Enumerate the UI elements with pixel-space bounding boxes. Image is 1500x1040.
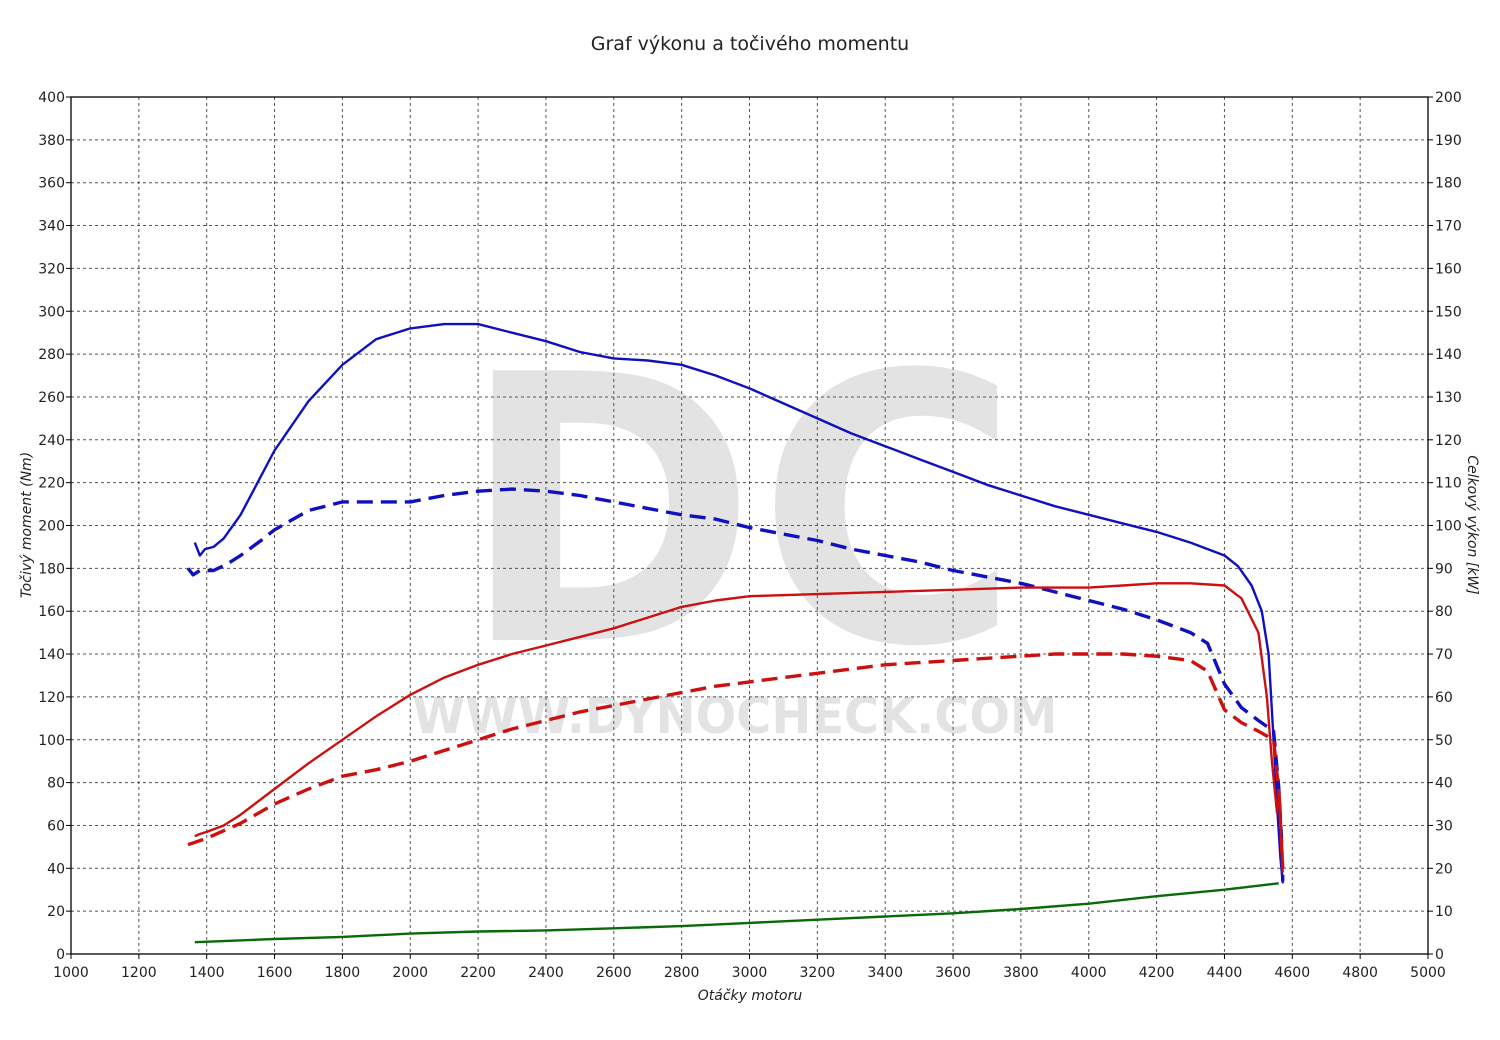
x-tick-label: 3000 bbox=[732, 965, 768, 981]
y-left-tick-label: 320 bbox=[38, 261, 65, 277]
x-tick-label: 4000 bbox=[1071, 965, 1107, 981]
x-tick-label: 3400 bbox=[867, 965, 903, 981]
y-right-tick-label: 70 bbox=[1435, 647, 1453, 663]
y-left-tick-label: 240 bbox=[38, 433, 65, 449]
y-right-tick-label: 140 bbox=[1435, 347, 1462, 363]
y-right-tick-label: 40 bbox=[1435, 776, 1453, 792]
y-left-tick-label: 220 bbox=[38, 476, 65, 492]
y-left-tick-label: 40 bbox=[47, 861, 65, 877]
y-left-tick-label: 380 bbox=[38, 133, 65, 149]
y-right-tick-label: 50 bbox=[1435, 733, 1453, 749]
y-right-tick-label: 130 bbox=[1435, 390, 1462, 406]
y-axis-right-label: Celkový výkon [kW] bbox=[1464, 455, 1480, 594]
y-left-tick-label: 160 bbox=[38, 604, 65, 620]
x-axis-label: Otáčky motoru bbox=[698, 988, 803, 1004]
y-left-tick-label: 60 bbox=[47, 818, 65, 834]
x-tick-label: 3200 bbox=[800, 965, 836, 981]
y-left-tick-label: 180 bbox=[38, 561, 65, 577]
chart-title: Graf výkonu a točivého momentu bbox=[590, 33, 910, 55]
series-line-2 bbox=[186, 487, 1285, 882]
tick-labels: 1000 1200 1400 1600 1800 2000 2200 2400 2600 2800… bbox=[38, 90, 1461, 981]
y-right-tick-label: 100 bbox=[1435, 519, 1462, 535]
watermark: DC WWW.DYNOCHECK.COM bbox=[413, 298, 1058, 745]
series-lines bbox=[186, 322, 1285, 944]
series-line-4 bbox=[187, 652, 1285, 869]
y-right-tick-label: 0 bbox=[1435, 947, 1444, 963]
x-tick-label: 2000 bbox=[392, 965, 428, 981]
x-tick-label: 4400 bbox=[1207, 965, 1243, 981]
y-right-tick-label: 200 bbox=[1435, 90, 1462, 106]
y-left-tick-label: 20 bbox=[47, 904, 65, 920]
x-tick-label: 2400 bbox=[528, 965, 564, 981]
y-left-tick-label: 340 bbox=[38, 219, 65, 235]
x-tick-label: 5000 bbox=[1410, 965, 1446, 981]
y-left-tick-label: 100 bbox=[38, 733, 65, 749]
x-tick-label: 1400 bbox=[189, 965, 225, 981]
watermark-url: WWW.DYNOCHECK.COM bbox=[413, 687, 1058, 745]
series-line-1 bbox=[193, 322, 1284, 884]
y-left-tick-label: 80 bbox=[47, 776, 65, 792]
y-right-tick-label: 150 bbox=[1435, 304, 1462, 320]
x-tick-label: 4800 bbox=[1342, 965, 1378, 981]
y-right-tick-label: 170 bbox=[1435, 219, 1462, 235]
y-right-tick-label: 180 bbox=[1435, 176, 1462, 192]
y-right-tick-label: 110 bbox=[1435, 476, 1462, 492]
y-right-tick-label: 10 bbox=[1435, 904, 1453, 920]
y-left-tick-label: 200 bbox=[38, 519, 65, 535]
y-axis-left-label: Točivý moment (Nm) bbox=[19, 452, 35, 598]
y-right-tick-label: 30 bbox=[1435, 818, 1453, 834]
y-left-tick-label: 300 bbox=[38, 304, 65, 320]
y-left-tick-label: 120 bbox=[38, 690, 65, 706]
series-line-5 bbox=[194, 882, 1279, 944]
y-left-tick-label: 260 bbox=[38, 390, 65, 406]
x-tick-label: 4600 bbox=[1274, 965, 1310, 981]
y-right-tick-label: 160 bbox=[1435, 261, 1462, 277]
x-tick-label: 2200 bbox=[460, 965, 496, 981]
x-tick-label: 3600 bbox=[935, 965, 971, 981]
x-tick-label: 3800 bbox=[1003, 965, 1039, 981]
x-tick-label: 1200 bbox=[121, 965, 157, 981]
y-right-tick-label: 20 bbox=[1435, 861, 1453, 877]
series-line-3 bbox=[194, 582, 1284, 873]
y-left-tick-label: 400 bbox=[38, 90, 65, 106]
x-tick-label: 2800 bbox=[664, 965, 700, 981]
x-tick-label: 2600 bbox=[596, 965, 632, 981]
y-left-tick-label: 140 bbox=[38, 647, 65, 663]
y-right-tick-label: 120 bbox=[1435, 433, 1462, 449]
watermark-logo: DC bbox=[460, 298, 1020, 728]
y-right-tick-label: 60 bbox=[1435, 690, 1453, 706]
plot-frame bbox=[70, 96, 1429, 955]
y-right-tick-label: 190 bbox=[1435, 133, 1462, 149]
x-tick-label: 1800 bbox=[325, 965, 361, 981]
y-right-tick-label: 90 bbox=[1435, 561, 1453, 577]
grid bbox=[71, 97, 1428, 954]
x-tick-label: 4200 bbox=[1139, 965, 1175, 981]
x-tick-label: 1600 bbox=[257, 965, 293, 981]
y-right-tick-label: 80 bbox=[1435, 604, 1453, 620]
y-left-tick-label: 360 bbox=[38, 176, 65, 192]
x-tick-label: 1000 bbox=[53, 965, 89, 981]
y-left-tick-label: 0 bbox=[56, 947, 65, 963]
y-left-tick-label: 280 bbox=[38, 347, 65, 363]
